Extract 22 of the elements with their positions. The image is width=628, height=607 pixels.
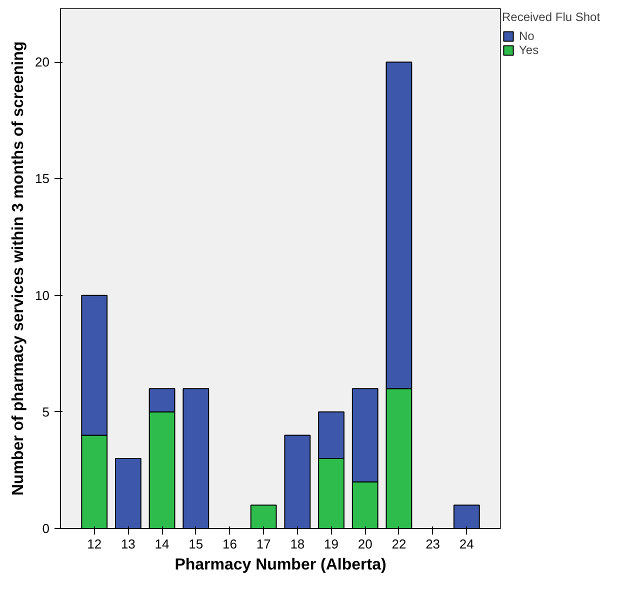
x-tick-label: 19 <box>324 536 339 552</box>
legend-label: Yes <box>519 43 539 57</box>
x-tick-label: 13 <box>120 536 136 552</box>
x-tick-label: 22 <box>392 536 406 552</box>
x-tick-label: 15 <box>188 536 204 552</box>
y-tick-label: 5 <box>42 404 50 420</box>
x-tick-label: 17 <box>256 536 271 552</box>
y-tick-label: 20 <box>35 54 50 70</box>
y-tick-label: 0 <box>42 521 50 536</box>
x-tick-label: 24 <box>459 536 474 552</box>
y-axis-title: Number of pharmacy services within 3 months of screening <box>10 41 28 496</box>
x-tick-label: 14 <box>154 536 170 552</box>
x-tick-label: 20 <box>358 536 372 552</box>
y-tick-label: 15 <box>35 171 50 186</box>
x-axis-title: Pharmacy Number (Alberta) <box>174 556 386 574</box>
x-tick-label: 23 <box>426 536 440 552</box>
x-tick-label: 12 <box>87 536 102 552</box>
x-tick-label: 18 <box>290 536 305 552</box>
y-tick-label: 10 <box>35 288 50 303</box>
x-tick-label: 16 <box>222 536 237 552</box>
legend-title: Received Flu Shot <box>502 10 600 24</box>
legend-label: No <box>519 29 536 43</box>
